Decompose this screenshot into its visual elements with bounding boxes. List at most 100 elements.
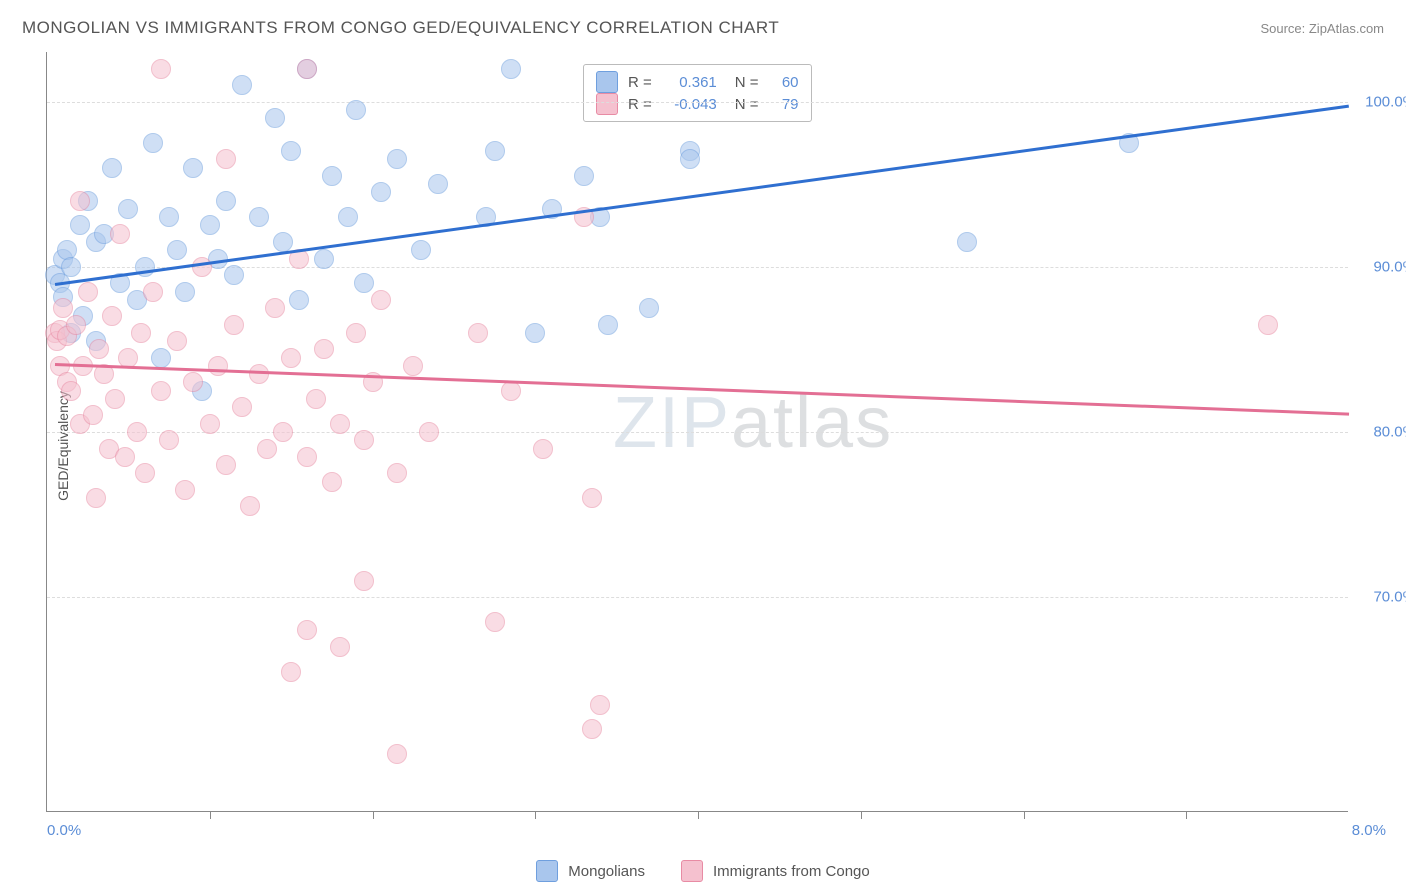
legend-swatch [681, 860, 703, 882]
data-point [216, 191, 236, 211]
data-point [322, 472, 342, 492]
source-attribution: Source: ZipAtlas.com [1260, 21, 1384, 36]
data-point [115, 447, 135, 467]
series-name: Mongolians [568, 863, 645, 880]
data-point [216, 149, 236, 169]
data-point [281, 141, 301, 161]
legend-n-value: 60 [769, 74, 799, 91]
data-point [183, 158, 203, 178]
y-tick-label: 100.0% [1365, 93, 1406, 110]
data-point [151, 381, 171, 401]
x-tick [1186, 811, 1187, 819]
data-point [200, 215, 220, 235]
data-point [680, 149, 700, 169]
data-point [346, 323, 366, 343]
data-point [224, 265, 244, 285]
data-point [224, 315, 244, 335]
data-point [387, 149, 407, 169]
data-point [485, 612, 505, 632]
data-point [127, 422, 147, 442]
data-point [70, 215, 90, 235]
data-point [183, 372, 203, 392]
data-point [281, 662, 301, 682]
scatter-plot-area: ZIPatlas R =0.361N =60R =-0.043N =79 70.… [46, 52, 1348, 812]
data-point [346, 100, 366, 120]
data-point [419, 422, 439, 442]
data-point [66, 315, 86, 335]
legend-n-label: N = [735, 74, 759, 91]
data-point [131, 323, 151, 343]
gridline [47, 432, 1348, 433]
legend-r-label: R = [628, 74, 652, 91]
data-point [257, 439, 277, 459]
bottom-legend-item: Immigrants from Congo [681, 860, 870, 882]
data-point [501, 381, 521, 401]
data-point [525, 323, 545, 343]
data-point [175, 480, 195, 500]
data-point [639, 298, 659, 318]
legend-r-value: 0.361 [662, 74, 717, 91]
data-point [468, 323, 488, 343]
y-tick-label: 90.0% [1373, 258, 1406, 275]
data-point [240, 496, 260, 516]
data-point [582, 719, 602, 739]
legend-swatch [536, 860, 558, 882]
data-point [403, 356, 423, 376]
data-point [574, 166, 594, 186]
data-point [151, 348, 171, 368]
data-point [354, 571, 374, 591]
legend-row: R = 0.361 N = 60 [596, 71, 799, 93]
data-point [167, 240, 187, 260]
data-point [590, 695, 610, 715]
data-point [61, 257, 81, 277]
y-tick-label: 80.0% [1373, 424, 1406, 441]
data-point [411, 240, 431, 260]
data-point [200, 414, 220, 434]
data-point [533, 439, 553, 459]
data-point [273, 422, 293, 442]
data-point [159, 430, 179, 450]
data-point [297, 59, 317, 79]
data-point [83, 405, 103, 425]
gridline [47, 267, 1348, 268]
data-point [102, 158, 122, 178]
data-point [273, 232, 293, 252]
data-point [330, 414, 350, 434]
data-point [281, 348, 301, 368]
data-point [135, 463, 155, 483]
data-point [1258, 315, 1278, 335]
x-tick [210, 811, 211, 819]
correlation-legend: R = 0.361 N = 60 R =-0.043N =79 [583, 64, 812, 122]
data-point [110, 224, 130, 244]
bottom-legend-item: Mongolians [536, 860, 645, 882]
x-tick [698, 811, 699, 819]
legend-n-label: N = [735, 96, 759, 113]
x-axis-left-label: 0.0% [47, 822, 81, 839]
data-point [371, 182, 391, 202]
data-point [371, 290, 391, 310]
data-point [232, 397, 252, 417]
series-name: Immigrants from Congo [713, 863, 870, 880]
data-point [314, 339, 334, 359]
chart-title: MONGOLIAN VS IMMIGRANTS FROM CONGO GED/E… [22, 18, 779, 38]
x-tick [1024, 811, 1025, 819]
data-point [70, 191, 90, 211]
x-tick [373, 811, 374, 819]
data-point [78, 282, 98, 302]
x-tick [861, 811, 862, 819]
data-point [387, 744, 407, 764]
data-point [265, 108, 285, 128]
data-point [175, 282, 195, 302]
data-point [297, 620, 317, 640]
legend-row: R =-0.043N =79 [596, 93, 799, 115]
data-point [216, 455, 236, 475]
x-tick [535, 811, 536, 819]
data-point [102, 306, 122, 326]
data-point [314, 249, 334, 269]
data-point [118, 199, 138, 219]
data-point [143, 282, 163, 302]
data-point [582, 488, 602, 508]
data-point [306, 389, 326, 409]
data-point [354, 273, 374, 293]
data-point [598, 315, 618, 335]
